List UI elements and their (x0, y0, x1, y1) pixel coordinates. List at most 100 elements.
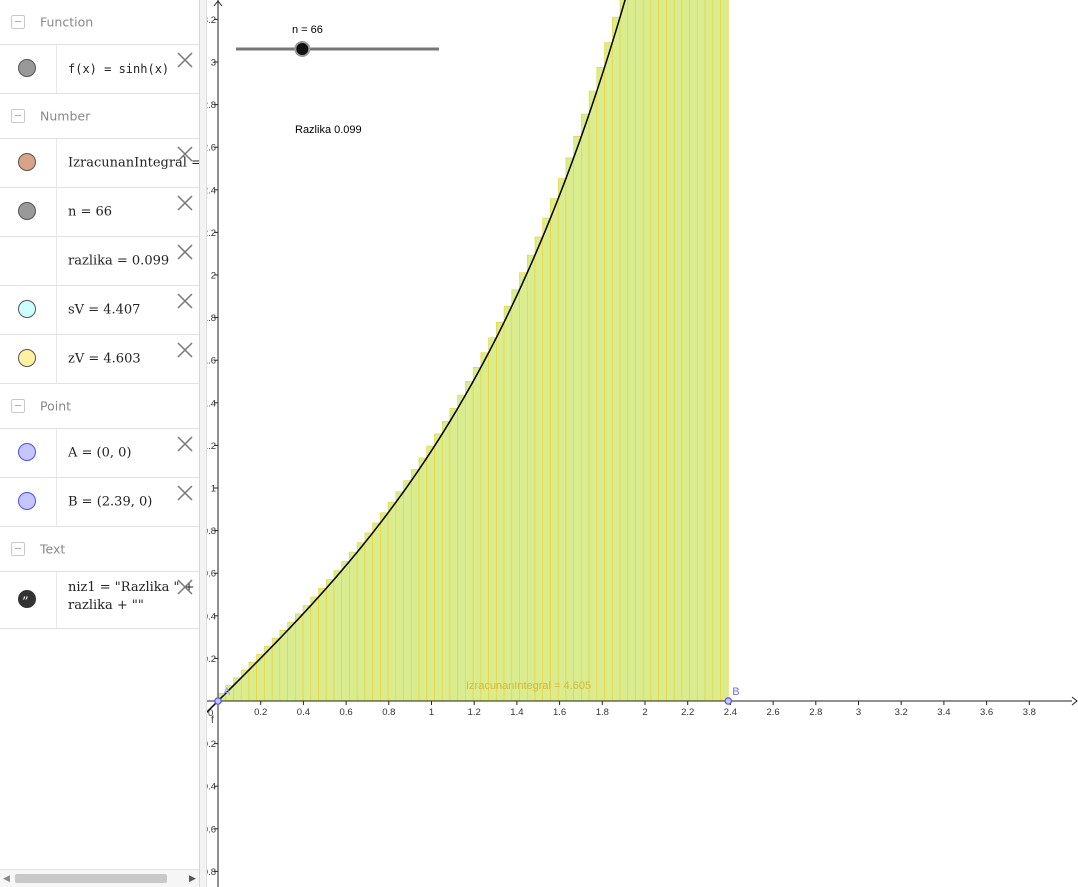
y-tick-label: 0.8 (207, 526, 216, 537)
riemann-bar (588, 90, 598, 702)
riemann-bar (410, 469, 420, 702)
algebra-item-n[interactable]: n = 66 (0, 188, 199, 237)
delete-icon[interactable] (176, 341, 194, 359)
riemann-bar (271, 638, 281, 702)
item-definition[interactable]: f(x) = sinh(x) (68, 62, 170, 76)
point-header[interactable]: Point (0, 384, 199, 429)
riemann-bar (604, 42, 613, 702)
delete-icon[interactable] (176, 484, 194, 502)
riemann-bar (372, 522, 381, 702)
item-definition[interactable]: n = 66 (68, 204, 113, 220)
collapse-toggle-icon[interactable] (11, 109, 25, 123)
riemann-bar (403, 480, 412, 702)
riemann-bar (627, 0, 636, 702)
y-tick-label: 0.4 (207, 611, 216, 622)
slider-handle[interactable] (294, 41, 311, 57)
y-tick-label: -0.6 (207, 824, 216, 835)
delete-icon[interactable] (176, 51, 194, 69)
riemann-bar (534, 236, 544, 702)
view-splitter[interactable] (200, 0, 207, 887)
y-tick-label: 3.2 (207, 15, 216, 26)
integral-label: IzracunanIntegral = 4.605 (466, 680, 591, 692)
delete-icon[interactable] (176, 145, 194, 163)
item-definition[interactable]: sV = 4.407 (68, 302, 141, 318)
collapse-toggle-icon[interactable] (11, 542, 25, 556)
riemann-bar (635, 0, 644, 702)
collapse-toggle-icon[interactable] (11, 15, 25, 29)
x-tick-label: 1.4 (510, 707, 523, 718)
scroll-right-icon[interactable]: ▶ (189, 874, 196, 884)
algebra-item-sv[interactable]: sV = 4.407 (0, 286, 199, 335)
riemann-bar (264, 646, 273, 702)
riemann-bar (673, 0, 683, 702)
x-tick-label: 0.8 (382, 707, 395, 718)
riemann-bar (310, 596, 319, 702)
x-tick-label: 1 (429, 707, 434, 718)
riemann-bar (341, 561, 350, 702)
scroll-left-icon[interactable]: ◀ (3, 874, 10, 884)
algebra-item-zv[interactable]: zV = 4.603 (0, 335, 199, 384)
x-tick-label: 2.8 (809, 707, 822, 718)
riemann-bar (611, 16, 621, 702)
function-curve-f[interactable] (207, 0, 630, 714)
riemann-bar (356, 542, 366, 702)
item-definition[interactable]: razlika = 0.099 (68, 253, 170, 269)
riemann-bar (318, 588, 327, 702)
delete-icon[interactable] (176, 243, 194, 261)
riemann-bar (295, 613, 304, 702)
visibility-toggle-icon[interactable] (18, 492, 36, 510)
item-definition[interactable]: niz1 = "Razlika " + razlika + "" (68, 580, 195, 613)
item-definition[interactable]: A = (0, 0) (68, 445, 132, 461)
delete-icon[interactable] (176, 578, 194, 596)
text-header[interactable]: Text (0, 527, 199, 572)
visibility-toggle-icon[interactable] (18, 153, 36, 171)
riemann-bar (511, 289, 520, 702)
riemann-bar (279, 630, 288, 702)
visibility-toggle-icon[interactable] (18, 443, 36, 461)
visibility-toggle-icon[interactable] (18, 349, 36, 367)
header-label: Function (40, 14, 94, 30)
visibility-toggle-icon[interactable] (18, 59, 36, 77)
collapse-toggle-icon[interactable] (11, 399, 25, 413)
point-a[interactable] (214, 697, 222, 705)
riemann-bar (325, 579, 335, 702)
algebra-item-niz1[interactable]: ” niz1 = "Razlika " + razlika + "" (0, 572, 199, 629)
y-tick-label: 3 (211, 58, 216, 69)
riemann-bar (550, 198, 559, 702)
point-b[interactable] (724, 697, 733, 705)
riemann-bar (573, 135, 582, 702)
header-label: Text (40, 541, 66, 557)
algebra-item-integral[interactable]: IzracunanIntegral = 4. (0, 139, 199, 188)
item-definition[interactable]: IzracunanIntegral = 4. (68, 155, 199, 171)
graphics-view[interactable]: 0.2 0.4 0.6 0.8 1 1.2 1.4 1.6 1.8 2 2.2 2.4 2.6 2.8 3 3… (207, 0, 1078, 887)
y-tick-label: 2.8 (207, 100, 216, 111)
algebra-item-f[interactable]: f(x) = sinh(x) (0, 45, 199, 94)
x-tick-label: 0.2 (254, 707, 267, 718)
delete-icon[interactable] (176, 435, 194, 453)
riemann-bar (488, 337, 497, 702)
delete-icon[interactable] (176, 292, 194, 310)
quote-icon[interactable]: ” (18, 590, 36, 608)
item-definition[interactable]: B = (2.39, 0) (68, 494, 153, 510)
delete-icon[interactable] (176, 194, 194, 212)
point-b-label: B (732, 686, 739, 698)
riemann-bar (465, 381, 474, 702)
visibility-toggle-icon[interactable] (18, 202, 36, 220)
number-header[interactable]: Number (0, 94, 199, 139)
algebra-item-razlika[interactable]: razlika = 0.099 (0, 237, 199, 286)
horizontal-scrollbar[interactable]: ◀ ▶ (0, 869, 199, 887)
definition-line: razlika + "" (68, 598, 144, 613)
slider-n[interactable]: n = 66 (236, 24, 439, 57)
algebra-item-b[interactable]: B = (2.39, 0) (0, 478, 199, 527)
riemann-bar (333, 570, 343, 702)
svg-text:”: ” (22, 595, 29, 607)
x-tick-label: 2.2 (681, 707, 694, 718)
riemann-bar (650, 0, 659, 702)
slider-label: n = 66 (292, 24, 323, 36)
item-definition[interactable]: zV = 4.603 (68, 351, 141, 367)
visibility-toggle-icon[interactable] (18, 300, 36, 318)
riemann-bar (480, 352, 489, 702)
scroll-thumb[interactable] (15, 874, 167, 883)
algebra-item-a[interactable]: A = (0, 0) (0, 429, 199, 478)
function-header[interactable]: Function (0, 0, 199, 45)
